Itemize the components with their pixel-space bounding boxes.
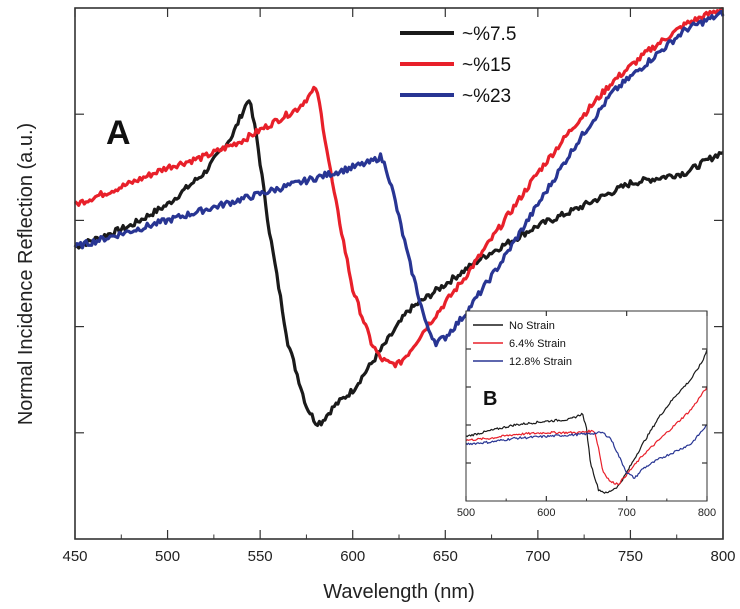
main-x-tick-label-500: 500	[155, 548, 180, 565]
inset-ticks-group	[465, 311, 708, 501]
main-series-line-15	[73, 7, 724, 369]
main-x-tick-label-750: 750	[618, 548, 643, 565]
main-ticks-group	[74, 8, 724, 539]
main-x-tick-label-650: 650	[433, 548, 458, 565]
inset-legend-label-no-strain: No Strain	[509, 320, 555, 332]
main-legend-label-23: ~%23	[462, 86, 511, 107]
inset-legend-label-6-4-strain: 6.4% Strain	[509, 338, 566, 350]
main-series-group	[73, 7, 725, 427]
inset-plot: 500 600 700 800 No Strain 6.4% Strain 12.8% S…	[457, 310, 716, 519]
panel-label-a: A	[106, 114, 131, 152]
main-legend: ~%7.5 ~%15 ~%23	[400, 24, 516, 107]
main-x-tick-label-700: 700	[525, 548, 550, 565]
inset-x-tick-label-800: 800	[698, 507, 716, 519]
main-plot: 450 500 550 600 650 700 750 800 Wavelength (nm)…	[15, 7, 736, 603]
panel-label-b: B	[483, 388, 497, 410]
inset-legend: No Strain 6.4% Strain 12.8% Strain	[473, 320, 572, 368]
main-legend-label-15: ~%15	[462, 55, 511, 76]
main-legend-label-7-5: ~%7.5	[462, 24, 516, 45]
inset-background	[466, 311, 707, 501]
inset-series-line-no-strain	[465, 349, 708, 494]
y-axis-title: Normal Incidence Reflection (a.u.)	[15, 123, 37, 425]
main-tick-labels-group: 450 500 550 600 650 700 750 800	[62, 548, 735, 565]
inset-series-line-6-4-strain	[465, 385, 708, 485]
main-x-tick-label-450: 450	[62, 548, 87, 565]
inset-x-tick-label-600: 600	[537, 507, 555, 519]
main-x-tick-label-800: 800	[710, 548, 735, 565]
main-x-tick-label-600: 600	[340, 548, 365, 565]
inset-tick-labels-group: 500 600 700 800	[457, 507, 716, 519]
inset-series-line-12-8-strain	[465, 424, 708, 479]
x-axis-title: Wavelength (nm)	[323, 581, 475, 603]
inset-legend-label-12-8-strain: 12.8% Strain	[509, 356, 572, 368]
main-x-tick-label-550: 550	[248, 548, 273, 565]
main-series-line-23	[73, 9, 725, 348]
main-series-line-7-5	[74, 99, 724, 427]
inset-x-tick-label-700: 700	[617, 507, 635, 519]
inset-x-tick-label-500: 500	[457, 507, 475, 519]
inset-series-group	[465, 349, 708, 494]
